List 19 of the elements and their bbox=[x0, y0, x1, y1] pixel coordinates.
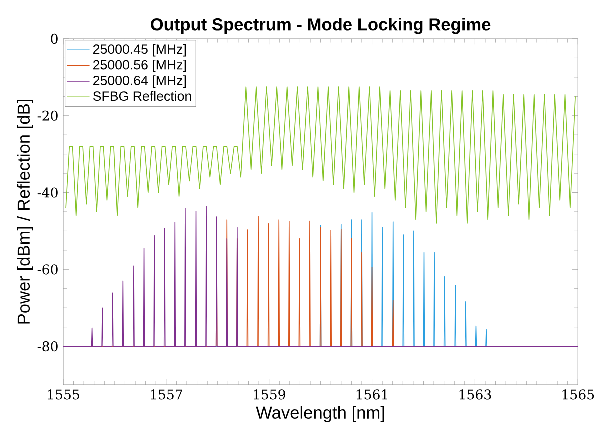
y-axis-title: Power [dBm] / Reflection [dB] bbox=[17, 100, 34, 324]
legend-label: SFBG Reflection bbox=[93, 91, 192, 102]
x-tick-label: 1563 bbox=[460, 390, 492, 400]
y-tick-label: 0 bbox=[51, 34, 58, 44]
x-tick-label: 1565 bbox=[562, 390, 594, 400]
x-tick-label: 1555 bbox=[48, 390, 80, 400]
legend-label: 25000.64 [MHz] bbox=[94, 76, 186, 88]
x-tick-label: 1559 bbox=[254, 390, 286, 400]
y-tick-label: -60 bbox=[38, 264, 58, 275]
y-tick-label: -20 bbox=[38, 110, 58, 121]
x-axis-title: Wavelength [nm] bbox=[256, 406, 384, 422]
legend-label: 25000.45 [MHz] bbox=[94, 44, 186, 57]
y-tick-label: -80 bbox=[38, 341, 58, 352]
legend-label: 25000.56 [MHz] bbox=[94, 60, 186, 72]
x-tick-label: 1561 bbox=[356, 390, 388, 400]
x-tick-label: 1557 bbox=[151, 390, 182, 400]
y-tick-label: -40 bbox=[38, 188, 58, 198]
chart-title: Output Spectrum - Mode Locking Regime bbox=[151, 18, 491, 34]
line-series bbox=[66, 86, 576, 224]
